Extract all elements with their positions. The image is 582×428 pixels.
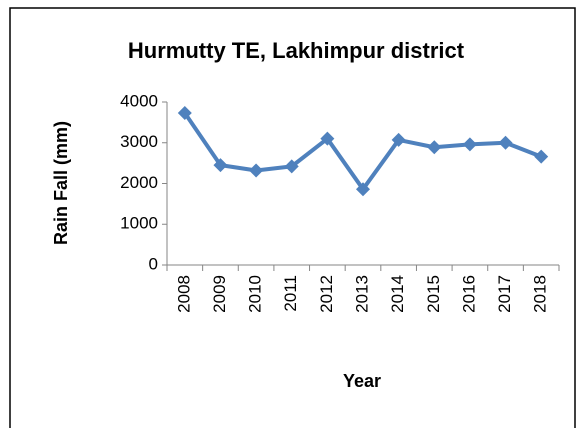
- y-axis-label: Rain Fall (mm): [51, 121, 71, 245]
- series-line: [183, 111, 542, 192]
- x-tick-label: 2013: [352, 275, 371, 313]
- y-tick-label: 3000: [120, 132, 158, 151]
- x-tick-label: 2017: [495, 275, 514, 313]
- x-tick-label: 2011: [281, 275, 300, 312]
- marker: [320, 131, 335, 146]
- marker: [249, 163, 264, 178]
- marker: [213, 158, 228, 173]
- frame: [9, 7, 576, 428]
- x-tick-label: 2010: [246, 275, 265, 313]
- marker: [534, 149, 549, 164]
- y-tick-label: 2000: [120, 173, 158, 192]
- x-tick-label: 2009: [210, 275, 229, 313]
- marker: [391, 132, 406, 147]
- x-tick-label: 2014: [388, 275, 407, 313]
- marker: [498, 135, 513, 150]
- x-tick-label: 2018: [531, 275, 550, 313]
- marker: [284, 159, 299, 174]
- x-axis-label: Year: [343, 371, 381, 391]
- x-tick-label: 2016: [459, 275, 478, 313]
- marker: [356, 182, 370, 197]
- marker: [177, 106, 192, 121]
- x-tick-label: 2015: [424, 275, 443, 313]
- y-tick-label: 4000: [120, 91, 158, 110]
- y-tick-label: 0: [149, 254, 158, 273]
- x-tick-label: 2008: [174, 275, 193, 313]
- x-tick-label: 2012: [317, 275, 336, 313]
- marker: [427, 140, 442, 155]
- y-tick-label: 1000: [120, 214, 158, 233]
- chart-title: Hurmutty TE, Lakhimpur district: [128, 38, 465, 63]
- marker: [462, 137, 477, 152]
